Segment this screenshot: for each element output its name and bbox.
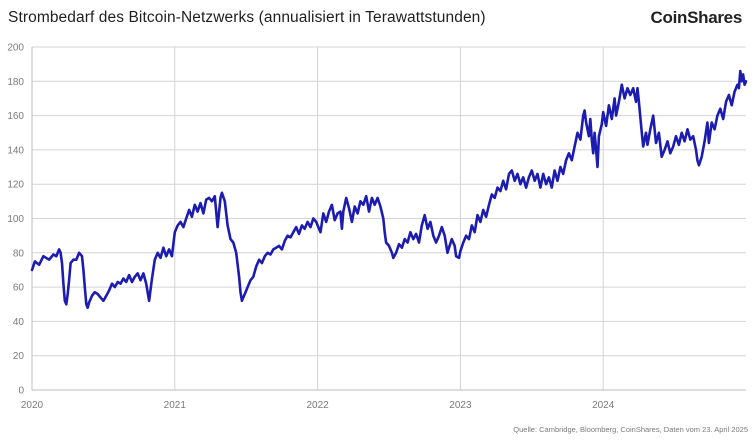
x-tick-label: 2021 [164,400,187,411]
y-tick-label: 60 [13,283,25,294]
y-tick-label: 180 [7,77,24,88]
series-line-0 [30,69,748,309]
y-tick-label: 20 [13,351,25,362]
y-tick-label: 80 [13,248,25,259]
y-tick-label: 160 [7,111,24,122]
x-tick-label: 2020 [21,400,44,411]
y-tick-label: 40 [13,317,25,328]
y-tick-labels: 0 20 40 60 80 100 120 140 160 180 200 [7,43,24,397]
y-tick-label: 100 [7,214,24,225]
chart-title: Strombedarf des Bitcoin-Netzwerks (annua… [8,9,486,26]
coinshares-logo: CoinShares [650,8,743,27]
axes [31,47,746,391]
series-layer [30,69,748,309]
source-note: Quelle: Cambridge, Bloomberg, CoinShares… [513,425,748,434]
x-tick-labels: 2020 2021 2022 2023 2024 [21,400,615,411]
x-tick-label: 2022 [306,400,329,411]
x-tick-label: 2023 [449,400,472,411]
y-tick-label: 200 [7,43,24,54]
x-tick-label: 2024 [592,400,615,411]
y-tick-label: 120 [7,180,24,191]
y-tick-label: 0 [18,386,24,397]
y-tick-label: 140 [7,145,24,156]
